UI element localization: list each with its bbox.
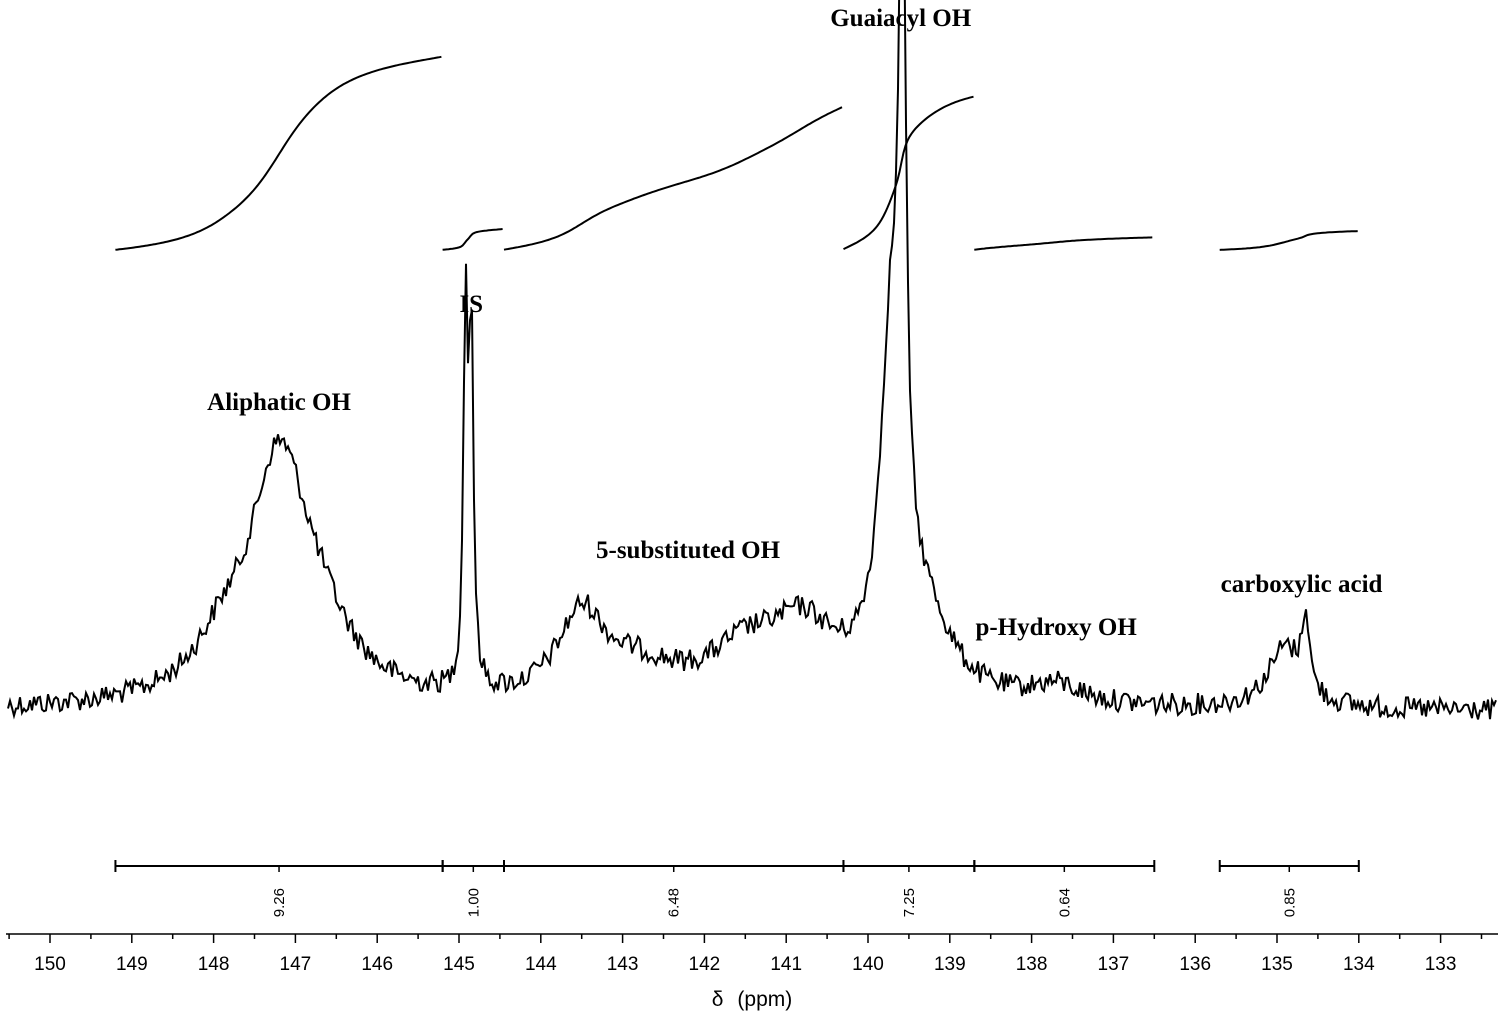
- integral-curve-3: [503, 106, 843, 251]
- integral-curve-4: [843, 95, 974, 250]
- x-tick-label: 135: [1261, 954, 1293, 975]
- integral-curve-5: [974, 236, 1153, 251]
- integration-bar-5: 0.64: [973, 860, 1156, 917]
- integral-curve-2: [442, 228, 503, 251]
- x-tick-label: 146: [361, 954, 393, 975]
- x-tick-label: 144: [525, 954, 557, 975]
- x-tick-label: 139: [934, 954, 966, 975]
- integration-bars: 9.26 1.00 6.48 7.25 0.64 0.85: [114, 860, 1360, 917]
- peak-label-2: IS: [459, 291, 483, 318]
- peak-label-3: 5-substituted OH: [596, 537, 781, 564]
- spectrum-trace-group: [7, 0, 1497, 720]
- x-tick-label: 136: [1179, 954, 1211, 975]
- integration-bar-6: 0.85: [1218, 860, 1360, 917]
- integration-bar-4: 7.25: [842, 860, 976, 917]
- x-tick-label: 134: [1343, 954, 1375, 975]
- x-tick-label: 143: [607, 954, 639, 975]
- peak-label-4: Guaiacyl OH: [830, 5, 972, 32]
- x-tick-label: 147: [280, 954, 312, 975]
- integral-value-2: 1.00: [465, 888, 482, 917]
- integration-bar-3: 6.48: [502, 860, 845, 917]
- x-tick-label: 140: [852, 954, 884, 975]
- x-tick-label: 137: [1098, 954, 1130, 975]
- x-tick-label: 133: [1425, 954, 1457, 975]
- x-tick-label: 142: [689, 954, 721, 975]
- integral-value-3: 6.48: [666, 888, 683, 917]
- x-tick-label: 149: [116, 954, 148, 975]
- x-tick-label: 150: [34, 954, 66, 975]
- peak-label-6: carboxylic acid: [1221, 571, 1383, 598]
- x-axis-symbol: δ: [712, 988, 724, 1011]
- x-axis: 150 149 148 147 146 145 144 143 142 141 140 139 138 1…: [6, 933, 1498, 1011]
- x-tick-label: 141: [770, 954, 802, 975]
- x-tick-label: 138: [1016, 954, 1048, 975]
- peak-label-5: p-Hydroxy OH: [975, 614, 1137, 641]
- integral-curves: [115, 55, 1358, 251]
- integral-value-6: 0.85: [1281, 888, 1298, 917]
- integral-value-5: 0.64: [1056, 888, 1073, 917]
- x-axis-title: δ (ppm): [712, 988, 793, 1011]
- integral-value-1: 9.26: [271, 888, 288, 917]
- peak-label-1: Aliphatic OH: [207, 389, 351, 416]
- integral-curve-1: [115, 55, 442, 251]
- integration-bar-2: 1.00: [441, 860, 505, 917]
- x-tick-label: 145: [443, 954, 475, 975]
- spectrum-trace: [7, 0, 1497, 720]
- integral-value-4: 7.25: [901, 888, 918, 917]
- integration-bar-1: 9.26: [114, 860, 444, 917]
- x-tick-label: 148: [198, 954, 230, 975]
- x-axis-unit: (ppm): [737, 988, 792, 1011]
- peak-labels: Aliphatic OH IS 5-substituted OH Guaiacyl O…: [207, 5, 1382, 641]
- integral-curve-6: [1219, 230, 1358, 251]
